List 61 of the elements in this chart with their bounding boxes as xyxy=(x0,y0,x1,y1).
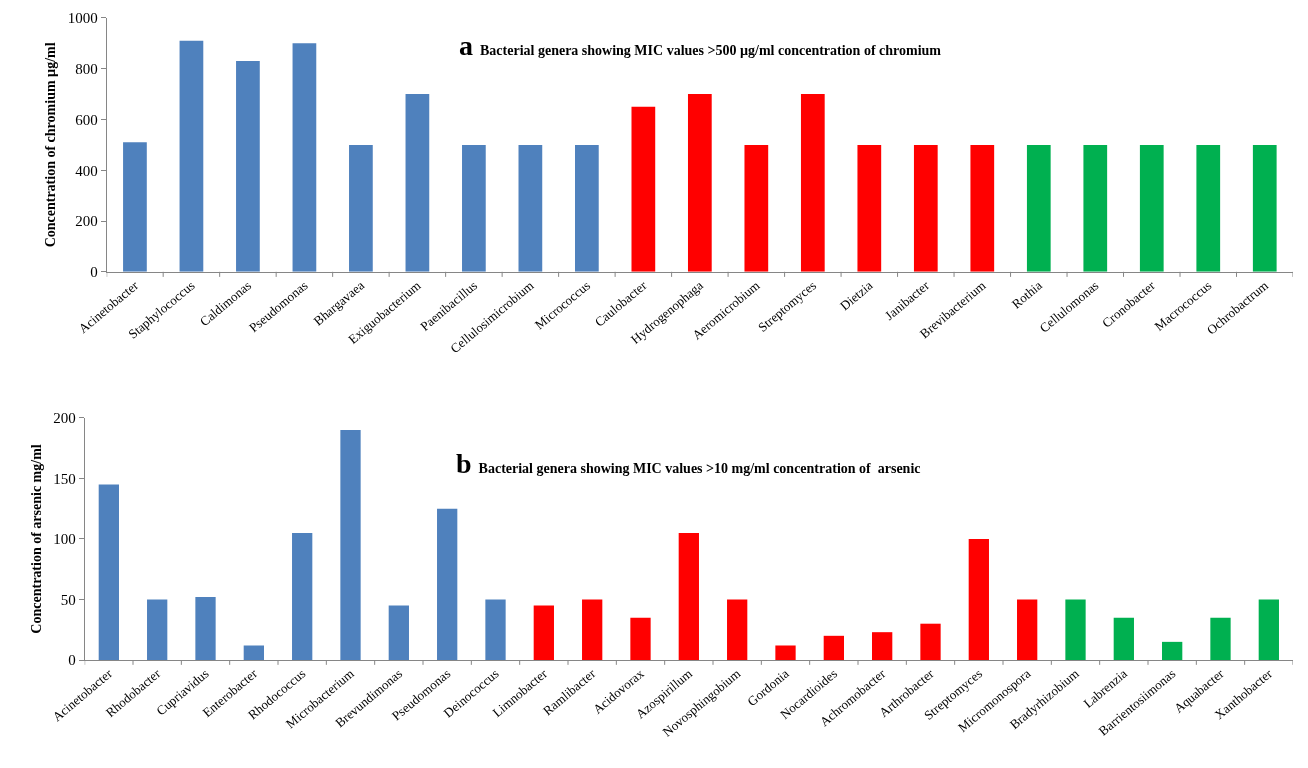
y-tick-label: 0 xyxy=(90,264,98,281)
y-tick-label: 150 xyxy=(53,470,76,487)
bar xyxy=(1139,144,1164,272)
bar xyxy=(1026,144,1051,272)
bar xyxy=(405,94,430,272)
y-tick-label: 200 xyxy=(75,213,98,230)
bar xyxy=(462,144,486,272)
bar xyxy=(147,599,168,661)
y-tick-label: 50 xyxy=(60,591,76,608)
bar xyxy=(744,144,769,272)
bar xyxy=(1113,617,1134,661)
bar xyxy=(1252,144,1277,272)
bar xyxy=(437,508,458,661)
bar xyxy=(1065,599,1086,661)
y-tick-label: 100 xyxy=(53,531,76,548)
bar xyxy=(533,605,554,661)
bar xyxy=(123,142,147,272)
bar xyxy=(388,605,409,661)
bar xyxy=(727,599,748,661)
bar xyxy=(800,94,825,272)
bar xyxy=(582,599,603,661)
bar xyxy=(236,61,260,272)
bar xyxy=(292,532,313,661)
bar xyxy=(1162,641,1183,661)
bar xyxy=(872,632,893,661)
y-tick-label: 400 xyxy=(75,162,98,179)
bar xyxy=(1210,617,1231,661)
bar xyxy=(857,144,882,272)
bar xyxy=(485,599,506,661)
bar xyxy=(1083,144,1108,272)
y-axis-title: Concentration of chromium µg/ml xyxy=(43,42,59,248)
bar xyxy=(1258,599,1279,661)
bar xyxy=(920,623,941,661)
bar xyxy=(913,144,938,272)
bar xyxy=(195,597,216,661)
bar xyxy=(687,94,712,272)
y-axis-title: Concentration of arsenic mg/ml xyxy=(28,444,44,634)
bar xyxy=(98,484,119,661)
bar xyxy=(970,144,995,272)
bar xyxy=(823,635,844,661)
y-tick-label: 800 xyxy=(75,60,98,77)
y-tick-label: 0 xyxy=(68,652,76,669)
chart-title: a Bacterial genera showing MIC values >500 µg/ml concentration of chromium xyxy=(459,30,942,61)
y-tick-label: 1000 xyxy=(67,10,98,27)
bar xyxy=(775,645,796,661)
bar xyxy=(340,430,361,661)
bar xyxy=(630,617,651,661)
bar xyxy=(678,532,699,661)
bar xyxy=(1017,599,1038,661)
bar xyxy=(575,144,599,272)
bar xyxy=(968,538,989,661)
y-tick-label: 600 xyxy=(75,111,98,128)
y-tick-label: 200 xyxy=(53,410,76,427)
bar xyxy=(179,40,204,272)
bar xyxy=(1196,144,1221,272)
bar xyxy=(631,106,656,272)
text: b Bacterial genera showing MIC values >10 mg/ml concentration of arsenic xyxy=(456,448,921,479)
bar xyxy=(243,645,264,661)
bar xyxy=(349,144,373,272)
bar xyxy=(518,144,543,272)
bar xyxy=(292,43,317,272)
